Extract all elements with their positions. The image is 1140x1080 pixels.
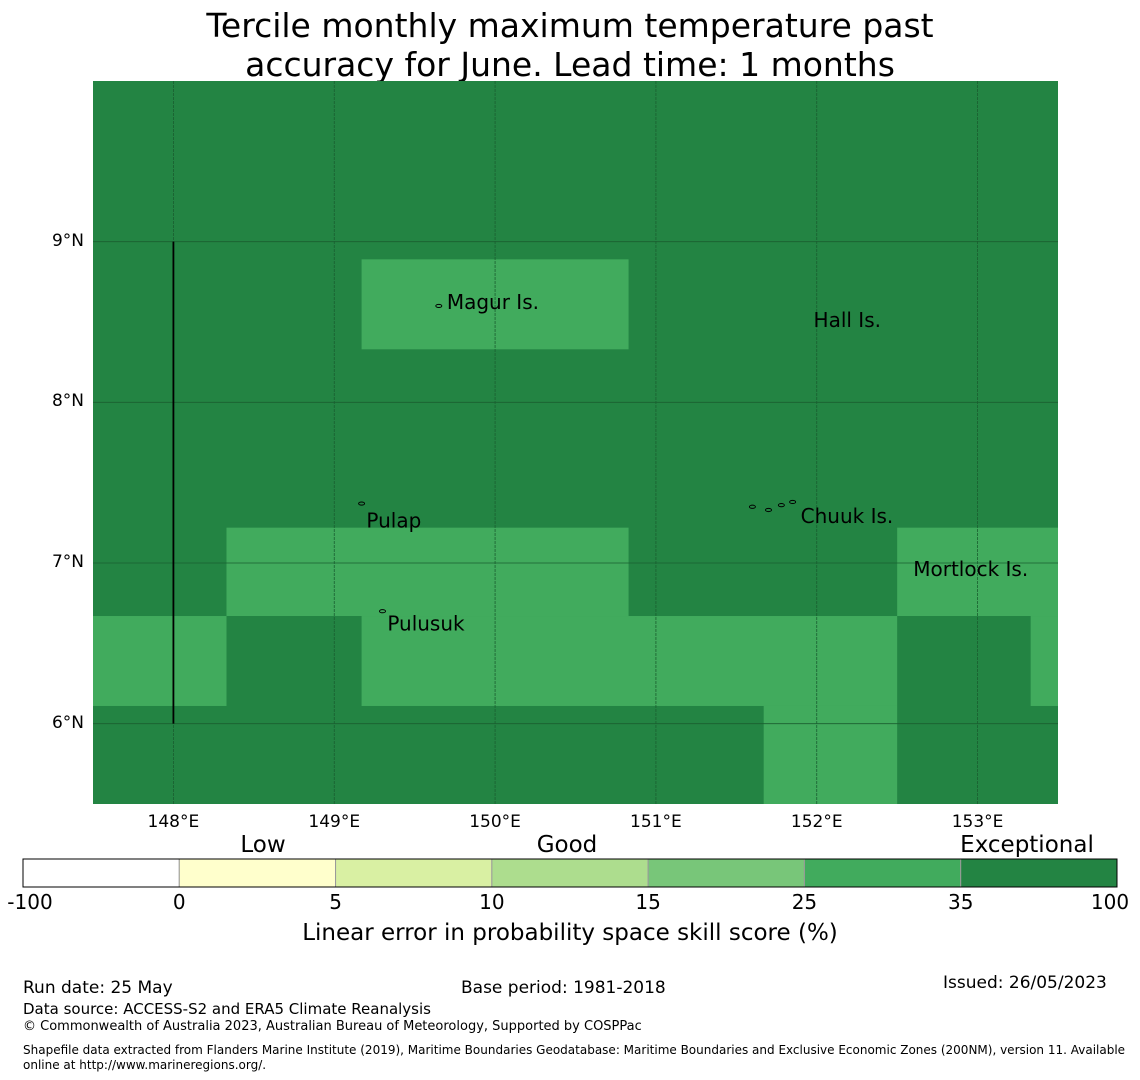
map-title-line-2: accuracy for June. Lead time: 1 months xyxy=(245,45,895,84)
island-outline xyxy=(358,501,366,506)
colorbar-frame xyxy=(22,858,1118,888)
copyright: © Commonwealth of Australia 2023, Austra… xyxy=(23,1019,642,1034)
latitude-tick-label: 9°N xyxy=(51,230,84,251)
longitude-tick-label: 152°E xyxy=(790,812,843,832)
place-label: Pulusuk xyxy=(387,611,465,635)
colorbar-bin xyxy=(803,858,962,888)
longitude-tick-label: 153°E xyxy=(951,812,1004,832)
place-label: Hall Is. xyxy=(814,308,881,332)
place-label: Magur Is. xyxy=(447,290,539,314)
island-outline xyxy=(748,504,756,509)
issued-date: Issued: 26/05/2023 xyxy=(943,973,1107,993)
latitude-tick-label: 7°N xyxy=(51,552,84,572)
map-title-line-1: Tercile monthly maximum temperature past xyxy=(206,6,934,45)
colorbar-bin xyxy=(647,858,805,888)
colorbar-category-exceptional: Exceptional xyxy=(960,832,1094,858)
colorbar-tick-label: 15 xyxy=(635,890,661,914)
skill-cell-5 xyxy=(1030,616,1058,706)
longitude-tick-label: 151°E xyxy=(630,812,682,832)
island-outline xyxy=(789,499,797,505)
shapefile-credit-line-2: online at http://www.marineregions.org/. xyxy=(23,1058,267,1072)
latitude-tick-label: 6°N xyxy=(51,712,84,733)
island-outline xyxy=(765,507,772,513)
run-date: Run date: 25 May xyxy=(23,978,173,998)
place-labels: Magur Is. Hall Is. Pulap Chuuk Is. Mortlock … xyxy=(366,290,1028,635)
colorbar-bin xyxy=(960,858,1118,888)
skill-map: Magur Is. Hall Is. Pulap Chuuk Is. Mortlock … xyxy=(93,81,1058,804)
colorbar-bin xyxy=(178,858,337,888)
colorbar-tick-label: 25 xyxy=(791,890,818,914)
shapefile-credit-line-1: Shapefile data extracted from Flanders M… xyxy=(23,1043,1126,1057)
data-source: Data source: ACCESS-S2 and ERA5 Climate … xyxy=(23,1000,431,1018)
colorbar-tick-label: 0 xyxy=(172,890,186,914)
longitude-tick-label: 148°E xyxy=(147,812,200,832)
place-label: Mortlock Is. xyxy=(913,557,1028,581)
skill-cell-4 xyxy=(361,616,898,706)
colorbar-tick-label: -100 xyxy=(7,890,53,914)
colorbar-tick-label: 35 xyxy=(947,890,974,914)
map-title: Tercile monthly maximum temperature past… xyxy=(0,6,1140,84)
colorbar xyxy=(22,858,1118,888)
place-label: Pulap xyxy=(366,509,421,533)
colorbar-bin xyxy=(335,858,493,888)
island-outline xyxy=(379,609,386,614)
colorbar-category-good: Good xyxy=(536,832,598,858)
island-outline xyxy=(777,503,785,508)
shapefile-credit: Shapefile data extracted from Flanders M… xyxy=(23,1043,1138,1073)
islands xyxy=(358,303,797,614)
base-period: Base period: 1981-2018 xyxy=(461,978,666,998)
colorbar-bin xyxy=(22,858,180,888)
longitude-tick-label: 150°E xyxy=(469,812,521,832)
colorbar-tick-label: 10 xyxy=(479,890,505,914)
colorbar-axis-label: Linear error in probability space skill … xyxy=(302,920,838,946)
colorbar-tick-label: 5 xyxy=(329,890,342,914)
skill-cell-3 xyxy=(93,616,227,706)
colorbar-tick-label: 100 xyxy=(1090,890,1130,914)
skill-cell-1 xyxy=(226,527,629,617)
place-label: Chuuk Is. xyxy=(801,504,894,528)
latitude-tick-label: 8°N xyxy=(51,391,84,412)
skill-cell-6 xyxy=(763,705,898,804)
longitude-tick-label: 149°E xyxy=(308,812,361,832)
colorbar-category-low: Low xyxy=(240,832,286,858)
island-outline xyxy=(435,303,443,309)
colorbar-bin xyxy=(491,858,649,888)
